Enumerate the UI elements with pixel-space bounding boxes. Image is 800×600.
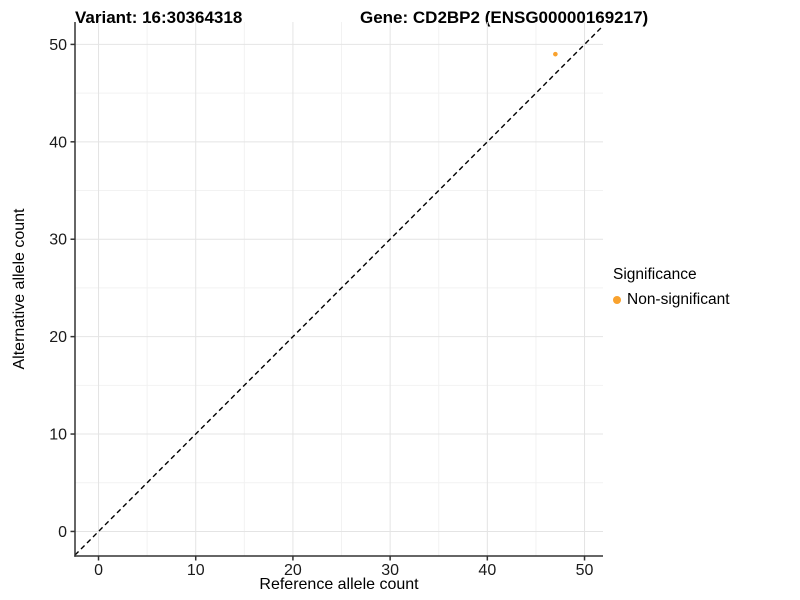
x-tick-label: 10: [187, 562, 205, 579]
legend-items: Non-significant: [613, 291, 730, 309]
identity-reference-line: [74, 25, 604, 556]
y-tick-label: 40: [49, 134, 67, 151]
y-tick-label: 50: [49, 37, 67, 54]
legend-key-dot-icon: [613, 296, 621, 304]
x-axis-title: Reference allele count: [259, 576, 419, 593]
y-tick-label: 30: [49, 232, 67, 249]
x-tick-label: 0: [94, 562, 103, 579]
legend-item-label: Non-significant: [627, 291, 730, 308]
legend-item: Non-significant: [613, 291, 730, 309]
y-tick-label: 0: [58, 524, 67, 541]
legend: Significance Non-significant: [613, 266, 730, 309]
variant-title: Variant: 16:30364318: [75, 8, 243, 27]
gene-title: Gene: CD2BP2 (ENSG00000169217): [360, 8, 649, 27]
y-tick-label: 20: [49, 329, 67, 346]
x-tick-label: 20: [284, 562, 302, 579]
x-tick-label: 50: [576, 562, 594, 579]
legend-title: Significance: [613, 266, 697, 283]
y-axis-title: Alternative allele count: [11, 208, 28, 370]
x-tick-label: 40: [478, 562, 496, 579]
y-tick-label: 10: [49, 427, 67, 444]
x-tick-label: 30: [381, 562, 399, 579]
data-point: [553, 51, 558, 57]
